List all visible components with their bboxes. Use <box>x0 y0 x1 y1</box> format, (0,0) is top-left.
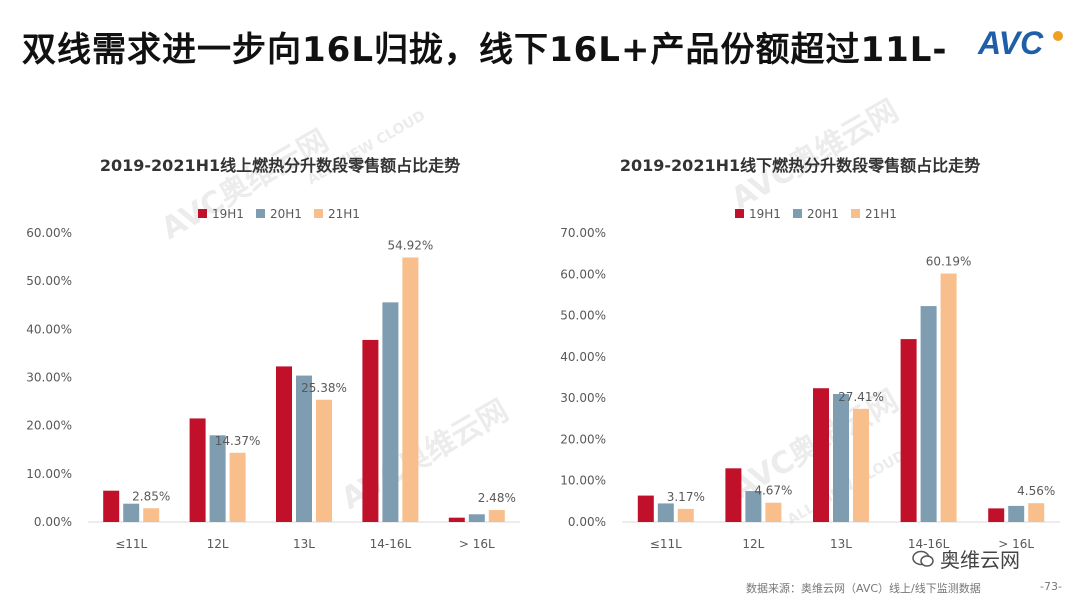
y-tick-label: 20.00% <box>26 419 72 433</box>
bar-19H1-1 <box>189 418 206 522</box>
bar-21H1-0 <box>143 508 160 522</box>
data-label: 2.48% <box>478 491 516 505</box>
y-tick-label: 10.00% <box>26 467 72 481</box>
data-source: 数据来源：奥维云网（AVC）线上/线下监测数据 <box>746 582 981 595</box>
legend-label: 19H1 <box>749 207 781 221</box>
y-tick-label: 0.00% <box>568 515 606 529</box>
logo-dot-icon <box>1053 31 1063 41</box>
bar-20H1-1 <box>209 435 226 522</box>
bar-20H1-2 <box>833 394 849 522</box>
bar-20H1-2 <box>296 375 312 522</box>
x-tick-label: 14-16L <box>370 537 412 551</box>
bar-19H1-0 <box>637 495 654 522</box>
bar-19H1-2 <box>813 388 829 522</box>
y-tick-label: 0.00% <box>34 515 72 529</box>
avc-logo-text: AVC <box>977 25 1044 61</box>
legend-label: 21H1 <box>328 207 360 221</box>
legend-swatch-19H1 <box>735 209 744 218</box>
x-tick-label: 14-16L <box>908 537 950 551</box>
data-label: 60.19% <box>926 255 972 269</box>
bar-20H1-0 <box>657 503 674 522</box>
x-tick-label: 12L <box>742 537 764 551</box>
bar-19H1-3 <box>362 339 379 522</box>
avc-logo: AVC <box>977 25 1063 61</box>
y-tick-label: 30.00% <box>560 391 606 405</box>
bar-20H1-4 <box>1008 505 1025 522</box>
data-label: 25.38% <box>301 381 347 395</box>
bar-21H1-2 <box>316 399 332 522</box>
data-label: 54.92% <box>388 238 434 252</box>
bar-20H1-3 <box>920 306 937 522</box>
bar-19H1-2 <box>276 366 292 522</box>
legend-label: 21H1 <box>865 207 897 221</box>
y-tick-label: 60.00% <box>26 226 72 240</box>
y-tick-label: 10.00% <box>560 474 606 488</box>
bar-20H1-1 <box>745 491 762 522</box>
x-tick-label: ≤11L <box>115 537 147 551</box>
y-tick-label: 70.00% <box>560 226 606 240</box>
y-tick-label: 50.00% <box>560 309 606 323</box>
legend-swatch-20H1 <box>793 209 802 218</box>
y-tick-label: 40.00% <box>560 350 606 364</box>
page-number: -73- <box>1040 580 1062 593</box>
bar-20H1-4 <box>468 514 485 522</box>
bar-21H1-3 <box>402 257 419 522</box>
bar-19H1-4 <box>988 508 1005 522</box>
bar-19H1-4 <box>448 517 465 522</box>
legend-swatch-21H1 <box>314 209 323 218</box>
x-tick-label: > 16L <box>998 537 1034 551</box>
x-tick-label: 13L <box>830 537 852 551</box>
bar-21H1-4 <box>1028 503 1045 522</box>
data-label: 4.67% <box>754 484 792 498</box>
page-title: 双线需求进一步向16L归拢，线下16L+产品份额超过11L- <box>22 30 948 70</box>
x-tick-label: ≤11L <box>650 537 682 551</box>
data-label: 14.37% <box>215 434 261 448</box>
legend-swatch-19H1 <box>198 209 207 218</box>
bar-21H1-3 <box>940 273 957 522</box>
x-tick-label: 12L <box>207 537 229 551</box>
bar-20H1-0 <box>123 503 140 522</box>
legend-swatch-21H1 <box>851 209 860 218</box>
y-tick-label: 60.00% <box>560 267 606 281</box>
data-label: 3.17% <box>667 490 705 504</box>
data-label: 27.41% <box>838 390 884 404</box>
x-tick-label: > 16L <box>459 537 495 551</box>
data-label: 4.56% <box>1017 484 1055 498</box>
bar-21H1-2 <box>853 408 869 522</box>
legend-label: 20H1 <box>270 207 302 221</box>
y-tick-label: 30.00% <box>26 371 72 385</box>
wechat-badge: 奥维云网 <box>912 544 1020 573</box>
wechat-icon <box>912 550 934 567</box>
y-tick-label: 20.00% <box>560 432 606 446</box>
legend-label: 20H1 <box>807 207 839 221</box>
bar-21H1-1 <box>229 452 246 522</box>
right-chart-title: 2019-2021H1线下燃热分升数段零售额占比走势 <box>619 156 981 175</box>
bar-21H1-4 <box>488 510 505 522</box>
bar-21H1-1 <box>765 502 782 522</box>
legend-label: 19H1 <box>212 207 244 221</box>
bar-19H1-0 <box>103 490 120 522</box>
bar-20H1-3 <box>382 302 399 522</box>
left-chart-title: 2019-2021H1线上燃热分升数段零售额占比走势 <box>99 156 461 175</box>
data-label: 2.85% <box>132 489 170 503</box>
y-tick-label: 40.00% <box>26 322 72 336</box>
legend-swatch-20H1 <box>256 209 265 218</box>
bar-19H1-3 <box>900 339 917 522</box>
x-tick-label: 13L <box>293 537 315 551</box>
y-tick-label: 50.00% <box>26 274 72 288</box>
wechat-label: 奥维云网 <box>940 548 1020 572</box>
bar-21H1-0 <box>677 508 694 522</box>
bar-19H1-1 <box>725 468 742 522</box>
